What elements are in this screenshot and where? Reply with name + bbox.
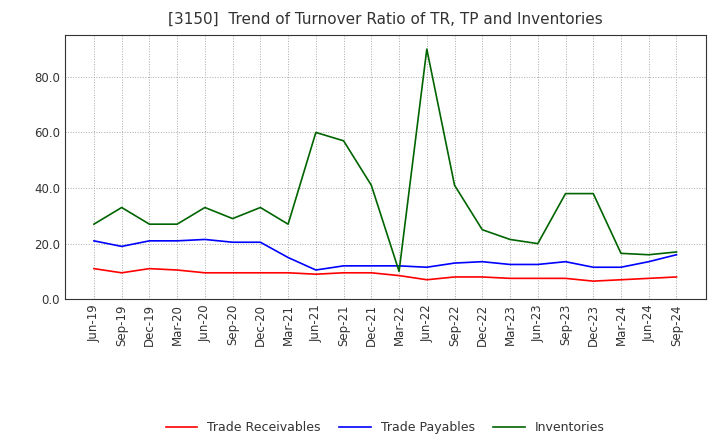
Trade Payables bbox=[256, 240, 265, 245]
Inventories bbox=[616, 251, 625, 256]
Trade Receivables bbox=[423, 277, 431, 282]
Trade Payables bbox=[284, 255, 292, 260]
Trade Receivables bbox=[284, 270, 292, 275]
Trade Receivables bbox=[505, 276, 514, 281]
Line: Trade Receivables: Trade Receivables bbox=[94, 269, 677, 281]
Inventories bbox=[312, 130, 320, 135]
Trade Payables bbox=[173, 238, 181, 243]
Inventories bbox=[423, 47, 431, 52]
Trade Payables bbox=[145, 238, 154, 243]
Trade Payables bbox=[644, 259, 653, 264]
Trade Receivables bbox=[450, 274, 459, 279]
Trade Receivables bbox=[589, 279, 598, 284]
Line: Inventories: Inventories bbox=[94, 49, 677, 271]
Inventories bbox=[534, 241, 542, 246]
Trade Payables bbox=[367, 263, 376, 268]
Inventories bbox=[201, 205, 210, 210]
Trade Receivables bbox=[367, 270, 376, 275]
Inventories bbox=[644, 252, 653, 257]
Trade Payables bbox=[228, 240, 237, 245]
Trade Receivables bbox=[312, 271, 320, 277]
Inventories bbox=[367, 183, 376, 188]
Trade Payables bbox=[450, 260, 459, 266]
Inventories bbox=[284, 221, 292, 227]
Inventories bbox=[228, 216, 237, 221]
Inventories bbox=[478, 227, 487, 232]
Trade Payables bbox=[89, 238, 98, 243]
Inventories bbox=[561, 191, 570, 196]
Trade Receivables bbox=[478, 274, 487, 279]
Trade Payables bbox=[589, 264, 598, 270]
Trade Payables bbox=[395, 263, 403, 268]
Trade Payables bbox=[423, 264, 431, 270]
Trade Receivables bbox=[395, 273, 403, 278]
Trade Payables bbox=[117, 244, 126, 249]
Inventories bbox=[589, 191, 598, 196]
Trade Receivables bbox=[256, 270, 265, 275]
Title: [3150]  Trend of Turnover Ratio of TR, TP and Inventories: [3150] Trend of Turnover Ratio of TR, TP… bbox=[168, 12, 603, 27]
Inventories bbox=[395, 269, 403, 274]
Inventories bbox=[89, 221, 98, 227]
Trade Payables bbox=[478, 259, 487, 264]
Line: Trade Payables: Trade Payables bbox=[94, 239, 677, 270]
Trade Receivables bbox=[201, 270, 210, 275]
Trade Receivables bbox=[561, 276, 570, 281]
Inventories bbox=[117, 205, 126, 210]
Trade Receivables bbox=[89, 266, 98, 271]
Trade Payables bbox=[561, 259, 570, 264]
Trade Receivables bbox=[145, 266, 154, 271]
Trade Receivables bbox=[228, 270, 237, 275]
Trade Receivables bbox=[534, 276, 542, 281]
Trade Receivables bbox=[672, 274, 681, 279]
Trade Receivables bbox=[339, 270, 348, 275]
Inventories bbox=[173, 221, 181, 227]
Trade Payables bbox=[616, 264, 625, 270]
Trade Payables bbox=[339, 263, 348, 268]
Inventories bbox=[145, 221, 154, 227]
Trade Payables bbox=[201, 237, 210, 242]
Trade Receivables bbox=[616, 277, 625, 282]
Trade Receivables bbox=[117, 270, 126, 275]
Trade Payables bbox=[672, 252, 681, 257]
Inventories bbox=[505, 237, 514, 242]
Inventories bbox=[672, 249, 681, 255]
Trade Payables bbox=[534, 262, 542, 267]
Inventories bbox=[450, 183, 459, 188]
Inventories bbox=[256, 205, 265, 210]
Trade Receivables bbox=[644, 276, 653, 281]
Inventories bbox=[339, 138, 348, 143]
Trade Payables bbox=[312, 268, 320, 273]
Trade Payables bbox=[505, 262, 514, 267]
Legend: Trade Receivables, Trade Payables, Inventories: Trade Receivables, Trade Payables, Inven… bbox=[161, 416, 610, 439]
Trade Receivables bbox=[173, 268, 181, 273]
